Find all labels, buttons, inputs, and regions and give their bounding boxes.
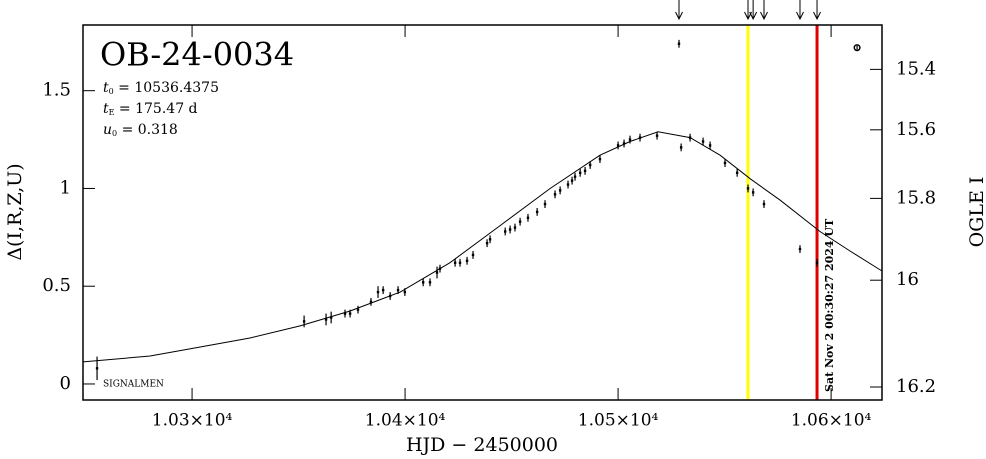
data-point: [751, 191, 755, 194]
data-point: [558, 189, 562, 192]
x-tick-label: 1.05×10⁴: [578, 411, 659, 431]
data-point: [508, 228, 512, 231]
data-point: [369, 300, 373, 304]
data-point: [701, 140, 705, 143]
param-symbol: t: [103, 80, 109, 96]
x-tick-label: 1.06×10⁴: [791, 411, 872, 431]
data-point: [723, 161, 727, 165]
y-axis-label: Δ(I,R,Z,U): [4, 163, 26, 260]
y-tick-label: 0: [60, 373, 71, 394]
param-subscript: 0: [112, 129, 117, 138]
data-point: [543, 202, 547, 206]
arrow: [749, 0, 758, 21]
parameter: t0 = 10536.4375: [103, 80, 219, 96]
data-point: [428, 281, 432, 284]
data-point: [553, 193, 557, 196]
y2-tick-label: 16: [896, 269, 919, 290]
data-point: [638, 136, 642, 139]
data-point: [396, 288, 400, 292]
param-value: = 10536.4375: [114, 80, 219, 96]
data-point: [578, 171, 582, 175]
data-point: [356, 308, 360, 311]
param-value: = 175.47 d: [114, 101, 197, 117]
data-point: [381, 288, 385, 292]
y2-tick-label: 16.2: [896, 376, 936, 397]
param-symbol: u: [103, 122, 112, 138]
data-point: [329, 316, 333, 319]
data-point: [453, 261, 457, 264]
data-point: [388, 294, 392, 298]
data-point: [526, 216, 530, 219]
y-tick-label: 1: [60, 177, 71, 198]
arrow: [760, 0, 768, 21]
data-point: [535, 210, 539, 214]
parameter: u0 = 0.318: [103, 122, 178, 138]
parameter: tE = 175.47 d: [103, 101, 198, 117]
data-point: [302, 320, 306, 323]
data-point: [677, 42, 681, 45]
data-point: [655, 134, 659, 137]
x-tick-label: 1.03×10⁴: [152, 411, 233, 431]
data-point: [815, 261, 819, 264]
y2-tick-label: 15.8: [896, 187, 936, 208]
y2-tick-label: 15.4: [896, 58, 936, 79]
arrow: [813, 0, 821, 21]
data-point: [421, 281, 425, 284]
data-point: [622, 142, 626, 145]
data-point: [566, 183, 570, 186]
data-point: [679, 146, 683, 149]
data-point: [746, 187, 750, 190]
data-point: [403, 290, 407, 294]
arrow: [796, 0, 804, 21]
data-point: [588, 163, 592, 167]
data-point: [438, 267, 442, 270]
data-point: [688, 136, 692, 139]
data-point: [488, 238, 492, 241]
data-point: [348, 312, 352, 315]
data-point: [503, 230, 507, 233]
arrow: [675, 0, 683, 21]
data-point: [435, 271, 439, 274]
data-point: [485, 241, 489, 245]
data-point: [735, 171, 739, 175]
data-point: [376, 290, 380, 294]
timestamp: Sat Nov 2 00:30:27 2024 UT: [823, 218, 836, 392]
data-point: [513, 226, 517, 229]
data-point: [471, 253, 475, 257]
param-value: = 0.318: [117, 122, 178, 138]
x-axis-label: HJD − 2450000: [406, 434, 558, 456]
x-tick-label: 1.04×10⁴: [365, 411, 446, 431]
param-subscript: E: [109, 108, 115, 117]
data-point: [573, 175, 577, 178]
data-point: [798, 247, 802, 251]
data-point: [324, 318, 328, 321]
y-tick-label: 0.5: [42, 275, 71, 296]
y2-axis-label: OGLE I: [966, 177, 986, 248]
chart-title: OB-24-0034: [100, 36, 294, 74]
plot-frame: [82, 24, 883, 401]
param-subscript: 0: [109, 87, 114, 96]
arrow: [744, 0, 752, 21]
y-tick-label: 1.5: [42, 80, 71, 101]
data-point: [570, 179, 574, 182]
data-point: [708, 144, 712, 147]
data-point: [616, 144, 620, 147]
data-point: [583, 169, 587, 173]
data-point: [95, 367, 99, 370]
data-point: [518, 220, 522, 223]
data-point: [853, 44, 861, 52]
data-point: [343, 312, 347, 315]
param-symbol: t: [103, 101, 109, 117]
data-point: [465, 259, 469, 262]
data-point: [762, 202, 766, 206]
data-point: [628, 138, 632, 141]
data-point: [458, 261, 462, 264]
model-curve: [82, 131, 883, 363]
y2-tick-label: 15.6: [896, 119, 936, 140]
data-point: [598, 157, 602, 161]
note: SIGNALMEN: [103, 380, 164, 390]
